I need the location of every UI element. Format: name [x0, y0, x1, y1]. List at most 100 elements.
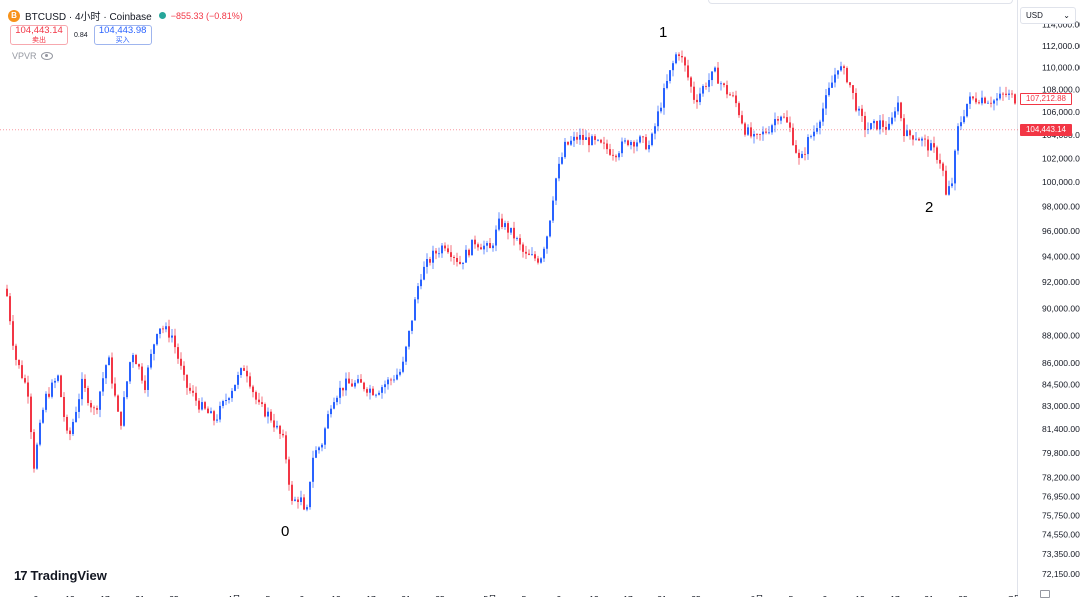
candle-body	[555, 178, 557, 200]
buy-button[interactable]: 104,443.98 买入	[94, 25, 152, 45]
candle-body	[924, 139, 926, 140]
candle-body	[969, 96, 971, 103]
candle-body	[411, 320, 413, 330]
candle-body	[273, 420, 275, 427]
candle-body	[636, 142, 638, 146]
chart-pane[interactable]: 9131721254月59131721255月59131721256月59131…	[0, 0, 1018, 597]
candle-body	[24, 378, 26, 382]
candle-body	[699, 94, 701, 103]
candle-body	[264, 404, 266, 416]
candle-body	[324, 428, 326, 444]
candle-body	[12, 321, 14, 346]
candle-body	[936, 147, 938, 159]
price-tick-label: 106,000.00	[1042, 107, 1080, 117]
candle-body	[846, 68, 848, 82]
candle-body	[825, 95, 827, 108]
candle-body	[930, 143, 932, 150]
candle-body	[798, 153, 800, 158]
candle-body	[867, 129, 869, 130]
candle-body	[447, 248, 449, 252]
candle-body	[669, 70, 671, 81]
candle-body	[678, 54, 680, 56]
candle-body	[150, 354, 152, 368]
sell-button[interactable]: 104,443.14 卖出	[10, 25, 68, 45]
candle-body	[561, 157, 563, 164]
tradingview-logo-icon: 17	[14, 568, 26, 583]
candle-body	[165, 326, 167, 329]
candle-body	[285, 435, 287, 459]
price-axis-labels: 114,000.00112,000.00110,000.00108,000.00…	[1018, 0, 1080, 597]
price-tick-label: 94,000.00	[1042, 251, 1080, 261]
candle-body	[153, 344, 155, 354]
candle-body	[906, 130, 908, 136]
candle-body	[414, 299, 416, 320]
indicator-legend[interactable]: VPVR	[12, 51, 53, 61]
price-tick-label: 81,400.00	[1042, 424, 1080, 434]
candle-body	[576, 137, 578, 140]
candle-body	[792, 128, 794, 145]
candle-body	[309, 482, 311, 507]
candle-body	[33, 432, 35, 469]
candle-body	[141, 367, 143, 381]
candle-body	[564, 142, 566, 157]
candle-body	[864, 116, 866, 130]
candle-body	[840, 66, 842, 70]
price-axis[interactable]: 114,000.00 112,000.00 110,000.00 108,000.00…	[1018, 0, 1080, 597]
buy-price: 104,443.98	[95, 26, 151, 36]
candle-body	[738, 103, 740, 115]
candle-body	[183, 366, 185, 375]
candle-body	[582, 135, 584, 140]
candle-body	[783, 117, 785, 118]
candle-body	[918, 139, 920, 141]
candle-body	[474, 240, 476, 245]
candle-body	[300, 497, 302, 502]
candle-body	[543, 249, 545, 259]
candle-body	[807, 137, 809, 154]
candle-body	[603, 143, 605, 144]
candle-body	[1008, 94, 1010, 95]
candle-body	[522, 244, 524, 251]
candle-body	[111, 357, 113, 383]
candle-body	[612, 155, 614, 156]
candle-body	[717, 68, 719, 84]
sell-label: 卖出	[11, 36, 67, 46]
candle-body	[534, 254, 536, 258]
candle-body	[849, 82, 851, 85]
symbol-title[interactable]: BTCUSD · 4小时 · Coinbase	[25, 8, 152, 23]
candle-body	[462, 263, 464, 264]
candle-body	[945, 171, 947, 195]
candle-body	[501, 219, 503, 227]
price-tick-label: 78,200.00	[1042, 472, 1080, 482]
currency-select[interactable]: USD ⌄	[1020, 7, 1076, 24]
candle-body	[99, 392, 101, 410]
candle-body	[819, 122, 821, 128]
candle-body	[219, 406, 221, 420]
candle-body	[195, 393, 197, 401]
candle-body	[507, 223, 509, 233]
candle-body	[330, 409, 332, 414]
candle-body	[333, 402, 335, 409]
candle-body	[549, 221, 551, 237]
candle-body	[492, 246, 494, 249]
candle-body	[984, 98, 986, 103]
candle-body	[222, 401, 224, 406]
price-tick-label: 73,350.00	[1042, 549, 1080, 559]
candle-body	[132, 355, 134, 362]
candle-body	[357, 379, 359, 383]
candle-body	[1002, 94, 1004, 95]
candle-body	[282, 434, 284, 435]
tradingview-logo[interactable]: 17 TradingView	[14, 568, 107, 583]
candle-body	[459, 262, 461, 264]
candle-body	[303, 497, 305, 509]
candle-body	[444, 246, 446, 249]
candle-body	[711, 71, 713, 80]
candle-body	[351, 383, 353, 386]
eye-icon[interactable]	[41, 52, 53, 60]
candle-body	[117, 396, 119, 412]
candle-body	[435, 251, 437, 254]
candle-body	[234, 385, 236, 391]
spread-value: 0.84	[74, 32, 88, 39]
candle-body	[381, 387, 383, 393]
candle-body	[426, 259, 428, 267]
candle-body	[780, 117, 782, 121]
